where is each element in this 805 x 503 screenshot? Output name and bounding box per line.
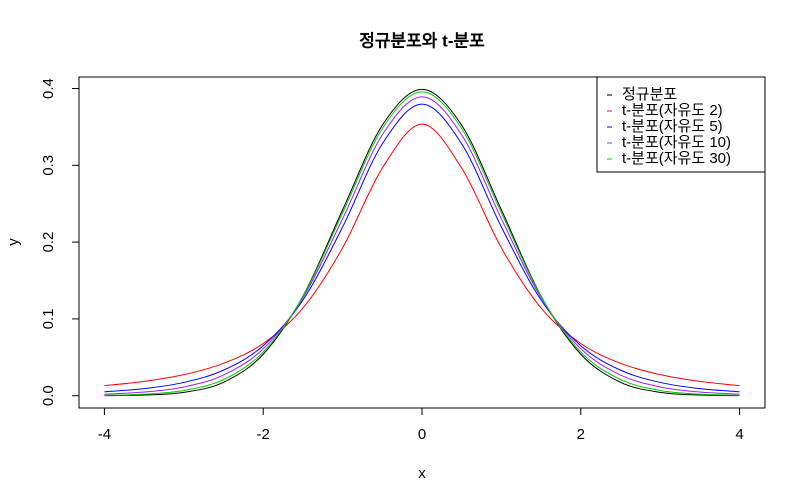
y-tick-label: 0.0 xyxy=(40,385,57,406)
x-tick-label: -2 xyxy=(257,426,270,443)
legend-label: 정규분포 xyxy=(622,86,677,103)
legend-box xyxy=(596,76,766,173)
y-tick-label: 0.4 xyxy=(40,78,57,99)
y-tick-label: 0.2 xyxy=(40,232,57,253)
y-tick-label: 0.1 xyxy=(40,308,57,329)
x-axis-label: x xyxy=(418,465,426,482)
x-tick-label: 4 xyxy=(735,426,743,443)
y-axis-label: y xyxy=(5,238,22,246)
legend-label: t-분포(자유도 5) xyxy=(622,118,723,135)
x-tick-label: 0 xyxy=(418,426,426,443)
x-tick-label: -4 xyxy=(98,426,111,443)
legend-label: t-분포(자유도 30) xyxy=(622,150,731,167)
legend-label: t-분포(자유도 2) xyxy=(622,102,723,119)
series-line xyxy=(104,96,740,395)
chart-title: 정규분포와 t-분포 xyxy=(359,31,485,50)
series-line xyxy=(104,88,740,397)
y-tick-label: 0.3 xyxy=(40,155,57,176)
legend-label: t-분포(자유도 10) xyxy=(622,134,731,151)
series-line xyxy=(104,91,740,396)
x-tick-label: 2 xyxy=(577,426,585,443)
series-line xyxy=(104,103,740,393)
series-line xyxy=(104,123,740,387)
